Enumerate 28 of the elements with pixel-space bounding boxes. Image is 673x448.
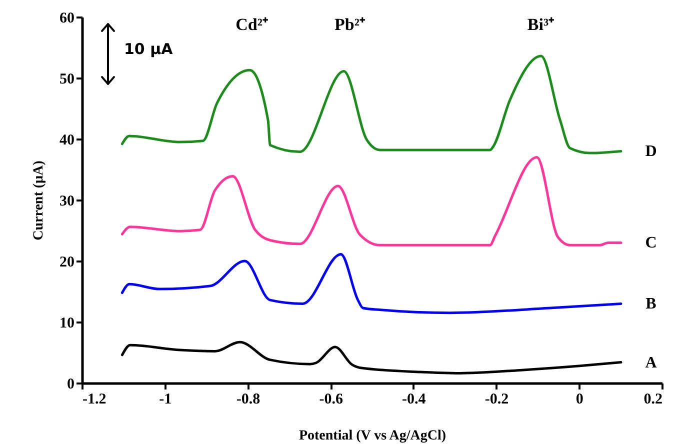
y-tick-label: 10 xyxy=(60,316,74,332)
y-tick-label: 60 xyxy=(60,10,74,26)
annotation: Bi³⁺ xyxy=(527,14,555,35)
x-axis-title: Potential (V vs Ag/AgCl) xyxy=(298,428,446,444)
annotation: Cd²⁺ xyxy=(236,14,268,35)
series-label: C xyxy=(645,234,657,252)
y-tick-label: 30 xyxy=(60,194,74,210)
y-axis-title: Current (µA) xyxy=(32,160,46,240)
y-tick-label: 20 xyxy=(60,254,74,270)
annotation: Pb²⁺ xyxy=(334,14,366,35)
y-tick-label: 50 xyxy=(60,72,74,88)
line-series xyxy=(120,156,622,246)
annotation: 10 µA xyxy=(124,40,173,58)
series-label: B xyxy=(646,296,657,313)
y-tick-label: 0 xyxy=(67,376,74,392)
line-series xyxy=(120,253,622,314)
y-tick-label: 40 xyxy=(60,132,74,148)
series-label: D xyxy=(645,143,657,160)
x-tick-label: 0.2 xyxy=(644,392,662,408)
series-label: A xyxy=(645,354,658,372)
x-tick-label: -1 xyxy=(159,392,172,408)
x-tick-label: -0.2 xyxy=(484,392,509,408)
x-tick-label: -0.8 xyxy=(236,392,260,408)
x-tick-label: -0.4 xyxy=(402,392,426,408)
line-series xyxy=(120,340,622,374)
x-tick-label: -1.2 xyxy=(82,392,106,408)
x-tick-label: -0.6 xyxy=(319,392,344,408)
x-tick-label: 0 xyxy=(576,392,584,408)
